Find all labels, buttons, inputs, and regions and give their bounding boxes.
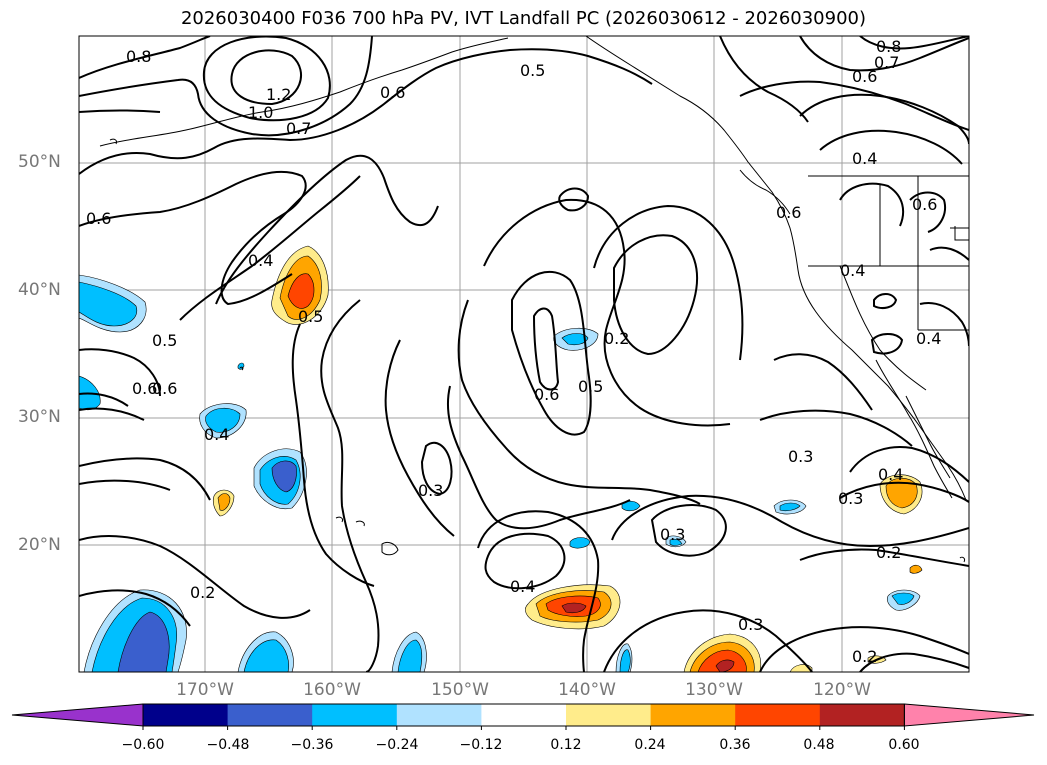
colorbar-extend-low	[11, 703, 144, 727]
lon-label-170w: 170°W	[176, 680, 234, 700]
contour-label: 0.3	[418, 481, 443, 500]
colorbar-tick: −0.60	[121, 737, 165, 753]
map-title: 2026030400 F036 700 hPa PV, IVT Landfall…	[180, 8, 867, 29]
colorbar-tick: −0.36	[290, 737, 334, 753]
contour-label: 0.5	[578, 377, 603, 396]
contour-label: 0.6	[86, 209, 111, 228]
shaded-anomalies	[79, 245, 923, 672]
contour-label: 0.4	[878, 465, 903, 484]
contour-label: 0.4	[840, 261, 865, 280]
contour-label: 0.2	[190, 583, 215, 602]
lat-label-50n: 50°N	[18, 152, 61, 172]
colorbar-tick: 0.12	[550, 737, 582, 753]
contour-label: 0.5	[298, 307, 323, 326]
contour-label: 0.2	[604, 329, 629, 348]
coastlines	[99, 36, 969, 563]
contour-label: 0.5	[152, 331, 177, 350]
contour-label: 1.2	[266, 85, 291, 104]
colorbar	[11, 703, 1035, 730]
contour-label: 0.3	[660, 525, 685, 544]
colorbar-segment	[735, 704, 821, 726]
colorbar-segment	[312, 704, 398, 726]
contour-label: 0.3	[788, 447, 813, 466]
colorbar-segment	[819, 704, 905, 726]
contour-label: 0.6	[776, 203, 801, 222]
lon-label-130w: 130°W	[685, 680, 743, 700]
contour-label: 0.4	[248, 251, 273, 270]
contour-label: 0.6	[380, 83, 405, 102]
contour-label: 0.7	[286, 119, 311, 138]
contour-label: 0.6	[912, 195, 937, 214]
contour-label: 0.3	[738, 615, 763, 634]
contour-label: 0.6	[534, 385, 559, 404]
contour-label: 0.6	[152, 379, 177, 398]
contour-label: 0.4	[852, 149, 877, 168]
contour-label: 0.4	[510, 577, 535, 596]
contour-label: 0.6	[852, 67, 877, 86]
lat-label-40n: 40°N	[18, 280, 61, 300]
lat-label-20n: 20°N	[18, 535, 61, 555]
colorbar-tick: −0.48	[206, 737, 250, 753]
contour-label: 0.2	[852, 647, 877, 666]
contour-labels: 0.8 1.2 1.0 0.6 0.7 0.5 0.8 0.7 0.6 0.4 …	[86, 37, 941, 666]
contour-label: 0.7	[874, 53, 899, 72]
colorbar-border	[142, 703, 905, 727]
contour-label: 0.4	[916, 329, 941, 348]
lon-label-140w: 140°W	[558, 680, 616, 700]
contour-label: 0.8	[876, 37, 901, 56]
lon-label-120w: 120°W	[813, 680, 871, 700]
contour-label: 0.5	[520, 61, 545, 80]
colorbar-extend-high	[903, 703, 1035, 727]
colorbar-segment	[650, 704, 736, 726]
colorbar-tick: 0.48	[803, 737, 835, 753]
contour-label: 1.0	[248, 103, 273, 122]
lon-label-160w: 160°W	[303, 680, 361, 700]
contour-label: 0.2	[876, 543, 901, 562]
gridlines	[79, 36, 969, 672]
contour-label: 0.8	[126, 47, 151, 66]
contour-label: 0.3	[838, 489, 863, 508]
colorbar-segment	[566, 704, 652, 726]
colorbar-tick: 0.36	[719, 737, 751, 753]
colorbar-tick: 0.24	[634, 737, 666, 753]
lat-label-30n: 30°N	[18, 407, 61, 427]
lon-label-150w: 150°W	[431, 680, 489, 700]
colorbar-tick: 0.60	[888, 737, 920, 753]
colorbar-segment	[143, 704, 229, 726]
pv-contours	[79, 36, 969, 672]
map-frame	[78, 35, 970, 673]
colorbar-segment	[396, 704, 482, 726]
contour-label: 0.4	[204, 425, 229, 444]
colorbar-tick: −0.12	[459, 737, 503, 753]
colorbar-tick: −0.24	[375, 737, 419, 753]
contour-label: 0.6	[132, 379, 157, 398]
colorbar-segment	[227, 704, 313, 726]
colorbar-segment	[481, 704, 567, 726]
